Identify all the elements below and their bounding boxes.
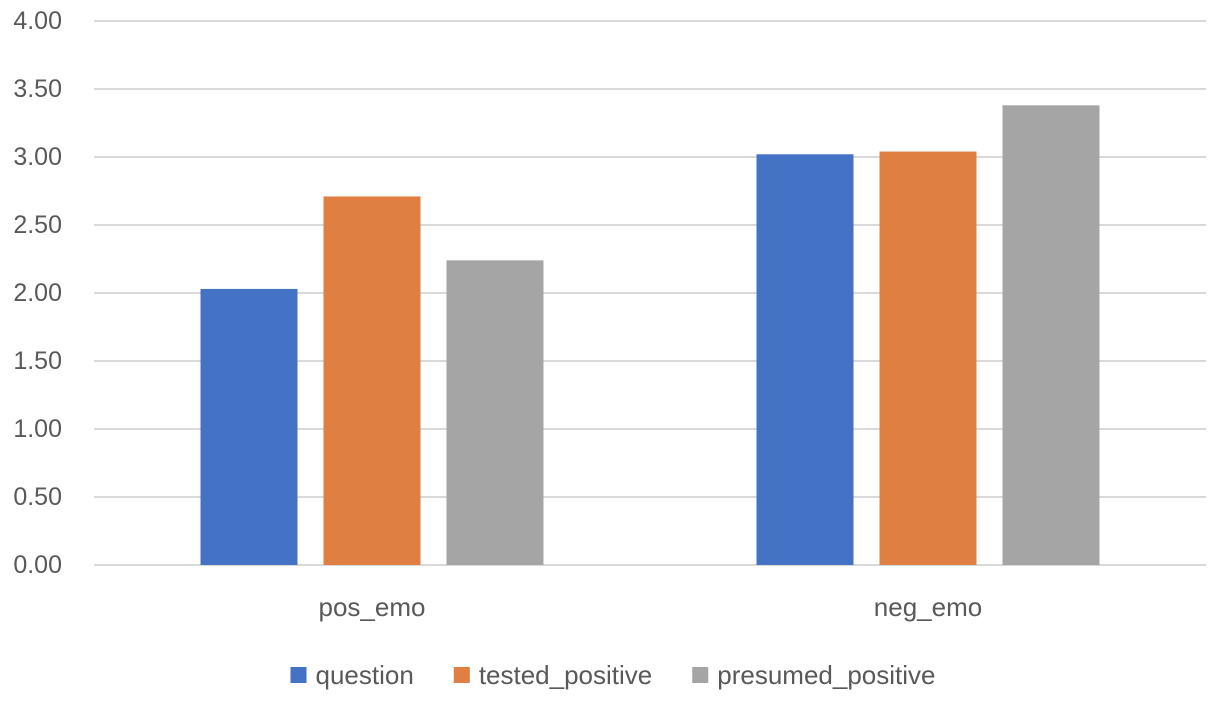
x-tick-label: pos_emo — [319, 592, 426, 622]
x-axis: pos_emo neg_emo — [319, 592, 983, 622]
y-tick-label: 2.00 — [13, 279, 62, 307]
legend-swatch-tested_positive — [453, 667, 470, 683]
y-tick-label: 2.50 — [13, 211, 62, 239]
y-tick-label: 0.50 — [13, 483, 62, 511]
bar-question-pos_emo — [200, 288, 298, 565]
legend-label: tested_positive — [479, 660, 652, 690]
y-tick-label: 0.00 — [13, 551, 62, 579]
y-tick-label: 3.00 — [13, 143, 62, 171]
legend-label: presumed_positive — [717, 660, 935, 690]
y-tick-label: 1.00 — [13, 415, 62, 443]
bar-tested_positive-neg_emo — [879, 151, 977, 565]
legend: question tested_positive presumed_positive — [290, 660, 936, 690]
legend-label: question — [316, 660, 414, 690]
y-tick-label: 1.50 — [13, 347, 62, 375]
y-tick-label: 4.00 — [13, 7, 62, 35]
bar-presumed_positive-neg_emo — [1002, 105, 1100, 565]
bar-question-neg_emo — [756, 154, 854, 565]
bar-tested_positive-pos_emo — [323, 196, 421, 565]
bar-presumed_positive-pos_emo — [446, 260, 544, 565]
legend-swatch-presumed_positive — [692, 667, 709, 683]
legend-swatch-question — [290, 667, 307, 683]
y-tick-label: 3.50 — [13, 75, 62, 103]
x-tick-label: neg_emo — [874, 592, 982, 622]
y-axis: 0.00 0.50 1.00 1.50 2.00 2.50 3.00 3.50 4.00 — [13, 7, 62, 579]
bars — [200, 105, 1100, 565]
